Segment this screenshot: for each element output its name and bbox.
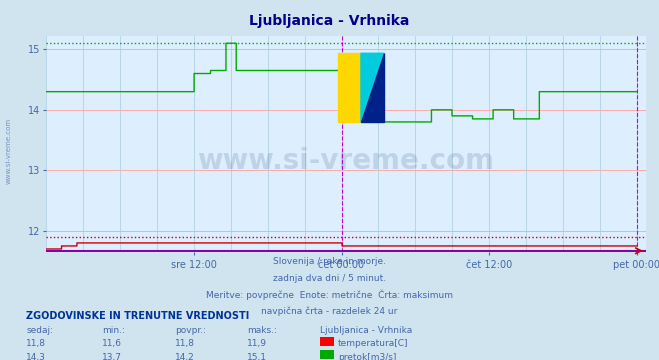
- Text: 11,6: 11,6: [102, 339, 122, 348]
- Text: pretok[m3/s]: pretok[m3/s]: [338, 353, 397, 360]
- Text: sedaj:: sedaj:: [26, 326, 53, 335]
- Text: 11,8: 11,8: [26, 339, 46, 348]
- Text: 15,1: 15,1: [247, 353, 267, 360]
- Bar: [338, 53, 361, 122]
- Text: 14,3: 14,3: [26, 353, 46, 360]
- Text: maks.:: maks.:: [247, 326, 277, 335]
- Text: Ljubljanica - Vrhnika: Ljubljanica - Vrhnika: [249, 14, 410, 28]
- Text: Slovenija / reke in morje.: Slovenija / reke in morje.: [273, 257, 386, 266]
- Text: Ljubljanica - Vrhnika: Ljubljanica - Vrhnika: [320, 326, 412, 335]
- Text: temperatura[C]: temperatura[C]: [338, 339, 409, 348]
- Text: 11,8: 11,8: [175, 339, 194, 348]
- Text: Meritve: povprečne  Enote: metrične  Črta: maksimum: Meritve: povprečne Enote: metrične Črta:…: [206, 290, 453, 300]
- Polygon shape: [361, 53, 384, 122]
- Polygon shape: [361, 53, 384, 122]
- Text: navpična črta - razdelek 24 ur: navpična črta - razdelek 24 ur: [262, 306, 397, 315]
- Text: www.si-vreme.com: www.si-vreme.com: [5, 118, 11, 184]
- Text: povpr.:: povpr.:: [175, 326, 206, 335]
- Text: 14,2: 14,2: [175, 353, 194, 360]
- Text: 11,9: 11,9: [247, 339, 267, 348]
- Text: zadnja dva dni / 5 minut.: zadnja dva dni / 5 minut.: [273, 274, 386, 283]
- Text: www.si-vreme.com: www.si-vreme.com: [198, 147, 494, 175]
- Text: ZGODOVINSKE IN TRENUTNE VREDNOSTI: ZGODOVINSKE IN TRENUTNE VREDNOSTI: [26, 311, 250, 321]
- Text: min.:: min.:: [102, 326, 125, 335]
- Text: 13,7: 13,7: [102, 353, 122, 360]
